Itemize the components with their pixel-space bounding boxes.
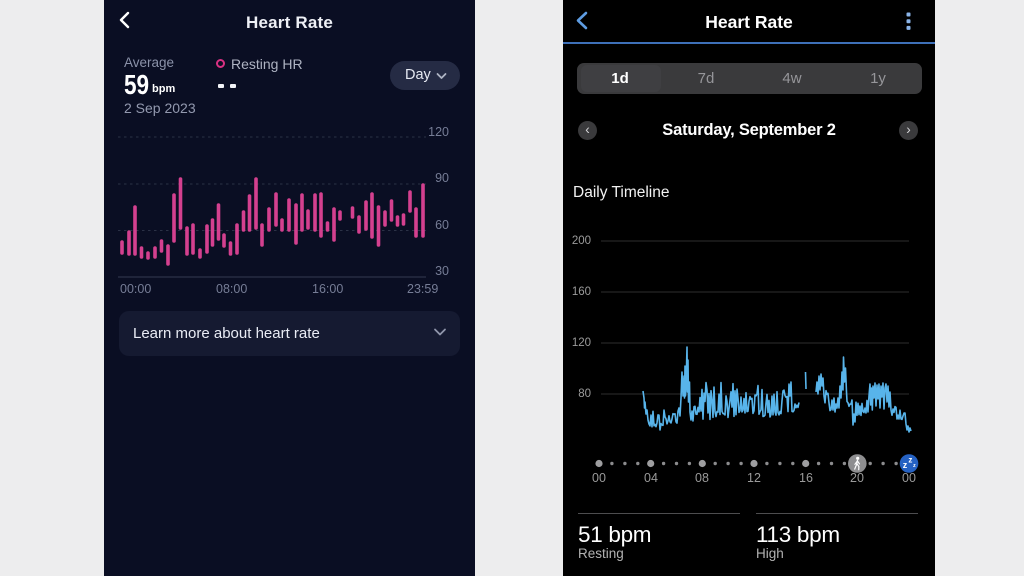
svg-text:z: z bbox=[908, 456, 912, 465]
svg-text:z: z bbox=[913, 463, 916, 469]
svg-text:z: z bbox=[903, 460, 908, 470]
